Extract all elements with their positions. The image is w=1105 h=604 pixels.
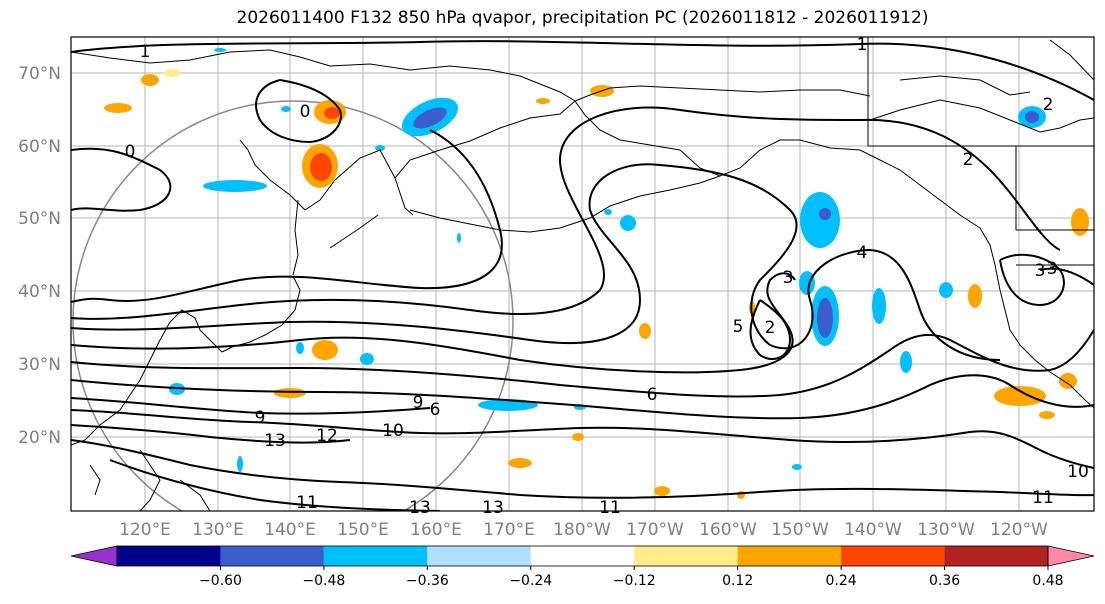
- contour-label: 11: [296, 493, 318, 513]
- lon-label: 130°E: [192, 520, 244, 540]
- colorbar-tick-label: 0.12: [722, 573, 753, 589]
- lon-label: 170°W: [626, 520, 684, 540]
- contour-label: 12: [316, 426, 338, 446]
- lon-label: 130°W: [917, 520, 975, 540]
- colorbar-segment: [323, 546, 428, 566]
- colorbar-extend-max: [1047, 545, 1095, 567]
- lat-label: 60°N: [18, 137, 61, 157]
- colorbar-segment: [530, 546, 635, 566]
- colorbar-tick-label: 0.48: [1032, 573, 1063, 589]
- latitude-labels: 70°N 60°N 50°N 40°N 30°N 20°N: [18, 64, 61, 448]
- lat-label: 40°N: [18, 282, 61, 302]
- contour-label: 3: [1047, 259, 1058, 279]
- colorbar-segment: [427, 546, 531, 566]
- colorbar-segment: [944, 546, 1048, 566]
- colorbar-tick-label: −0.24: [509, 573, 552, 589]
- contour-label: 3: [1035, 261, 1046, 281]
- contour-label: 13: [264, 431, 286, 451]
- contour-label: 1: [140, 42, 151, 62]
- contour-label: 0: [300, 102, 311, 122]
- lon-label: 120°W: [990, 520, 1048, 540]
- contour-label: 13: [409, 498, 431, 518]
- plot-frame: [70, 36, 1095, 512]
- lat-label: 30°N: [18, 355, 61, 375]
- lon-label: 160°W: [699, 520, 757, 540]
- contour-label: 5: [733, 317, 744, 337]
- contour-label: 2: [1043, 95, 1054, 115]
- colorbar-tick-label: −0.12: [613, 573, 656, 589]
- lon-label: 140°E: [264, 520, 316, 540]
- qvapor-contours: [71, 40, 1094, 511]
- lon-label: 150°E: [337, 520, 389, 540]
- lon-label: 180°W: [553, 520, 611, 540]
- lon-label: 140°W: [844, 520, 902, 540]
- contour-label: 1: [857, 35, 868, 55]
- contour-label: 9: [413, 393, 424, 413]
- lon-label: 120°E: [119, 520, 171, 540]
- contour-label: 6: [430, 400, 441, 420]
- colorbar: [70, 545, 1095, 567]
- coastlines: [71, 37, 1094, 511]
- map-title: 2026011400 F132 850 hPa qvapor, precipit…: [236, 8, 929, 28]
- contour-label: 3: [783, 268, 794, 288]
- contour-label: 4: [857, 243, 868, 263]
- colorbar-segment: [841, 546, 945, 566]
- colorbar-extend-min: [70, 545, 118, 567]
- contour-label: 10: [1067, 462, 1089, 482]
- longitude-labels: 120°E 130°E 140°E 150°E 160°E 170°E 180°…: [119, 520, 1048, 540]
- contour-label: 6: [647, 385, 658, 405]
- colorbar-outline: [116, 545, 1049, 567]
- lon-label: 170°E: [483, 520, 535, 540]
- contour-label: 9: [255, 408, 266, 428]
- lat-label: 70°N: [18, 64, 61, 84]
- colorbar-segment: [220, 546, 324, 566]
- colorbar-tick-label: −0.36: [406, 573, 449, 589]
- contour-label: 0: [125, 142, 136, 162]
- colorbar-segment: [117, 546, 221, 566]
- lon-label: 150°W: [771, 520, 829, 540]
- colorbar-tick-label: −0.48: [302, 573, 345, 589]
- colorbar-tick-label: 0.36: [929, 573, 960, 589]
- contour-label: 13: [482, 498, 504, 518]
- contour-label: 11: [1032, 488, 1054, 508]
- domain-circle: [72, 100, 514, 511]
- contour-label: 2: [963, 150, 974, 170]
- colorbar-tick-labels: −0.60 −0.48 −0.36 −0.24 −0.12 0.12 0.24 0.36 0.4…: [199, 566, 1064, 589]
- colorbar-tick-label: 0.24: [826, 573, 857, 589]
- contour-label: 2: [765, 318, 776, 338]
- contour-label: 11: [599, 498, 621, 518]
- contour-label: 10: [382, 421, 404, 441]
- colorbar-segment: [634, 546, 738, 566]
- colorbar-segment: [737, 546, 842, 566]
- colorbar-tick-label: −0.60: [199, 573, 242, 589]
- lat-label: 20°N: [18, 428, 61, 448]
- negative-precip-areas: [169, 48, 1046, 472]
- contour-labels: 1 1 0 0 2 2 3 3 4 5 6 6 9 9 10 10 11 11 …: [125, 35, 1089, 518]
- lat-label: 50°N: [18, 209, 61, 229]
- lon-label: 160°E: [410, 520, 462, 540]
